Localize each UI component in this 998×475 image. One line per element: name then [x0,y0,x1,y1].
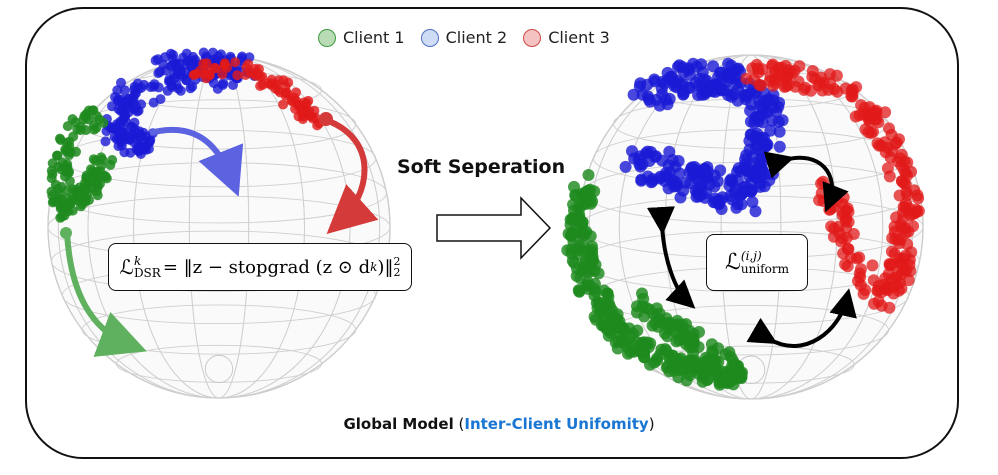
red-arrow-start-dot [319,112,333,126]
caption-close: ) [648,415,655,433]
legend-label-client-3: Client 3 [548,28,610,47]
legend-swatch-client-1 [318,28,336,47]
caption-highlight: Inter-Client Unifomity [464,415,649,433]
dsr-loss-scripts: k DSR [134,255,161,279]
dsr-loss-norm-subscript: 2 [393,266,401,279]
uniform-loss-symbol: ℒ [725,250,741,275]
uniform-loss-formula: ℒ (i,j) uniform [706,234,808,291]
blue-curved-arrow [149,126,244,197]
dsr-loss-rhs-close: )‖ [377,256,394,278]
figure-caption: Global Model (Inter-Client Unifomity) [0,415,998,433]
left-sphere-points [46,47,325,223]
dsr-loss-subscript: DSR [133,266,161,280]
uniform-loss-scripts: (i,j) uniform [741,250,789,275]
caption-bold: Global Model [343,415,454,433]
uniform-loss-subscript: uniform [740,261,789,276]
legend-item-client-3: Client 3 [523,28,610,47]
legend-label-client-1: Client 1 [343,28,405,47]
left-sphere [47,55,391,399]
dsr-loss-norm-superscript: 2 [393,255,401,268]
caption-open: ( [453,415,465,433]
legend-item-client-1: Client 1 [318,28,405,47]
green-curved-arrow [64,231,147,357]
dsr-loss-d-subscript: k [370,260,378,274]
dsr-loss-symbol: ℒ [119,255,134,279]
dsr-loss-superscript: k [133,254,142,268]
outer-frame [25,7,959,459]
soft-separation-label: Soft Seperation [397,156,566,178]
right-sphere-points [561,57,925,391]
red-curved-arrow [324,117,379,235]
legend-swatch-client-3 [523,28,542,47]
double-arrow-left [646,206,696,309]
legend-label-client-2: Client 2 [445,28,508,47]
double-arrow-bottom-right [746,288,857,348]
green-arrow-start-dot [60,227,72,239]
uniform-loss-superscript: (i,j) [740,248,762,263]
dsr-loss-rhs: = ‖z − stopgrad (z ⊙ d [162,256,371,278]
legend-swatch-client-2 [420,28,439,47]
legend: Client 1 Client 2 Client 3 [318,28,610,47]
legend-item-client-2: Client 2 [420,28,508,47]
hollow-right-arrow [436,196,552,260]
double-arrow-top-right [763,151,849,213]
